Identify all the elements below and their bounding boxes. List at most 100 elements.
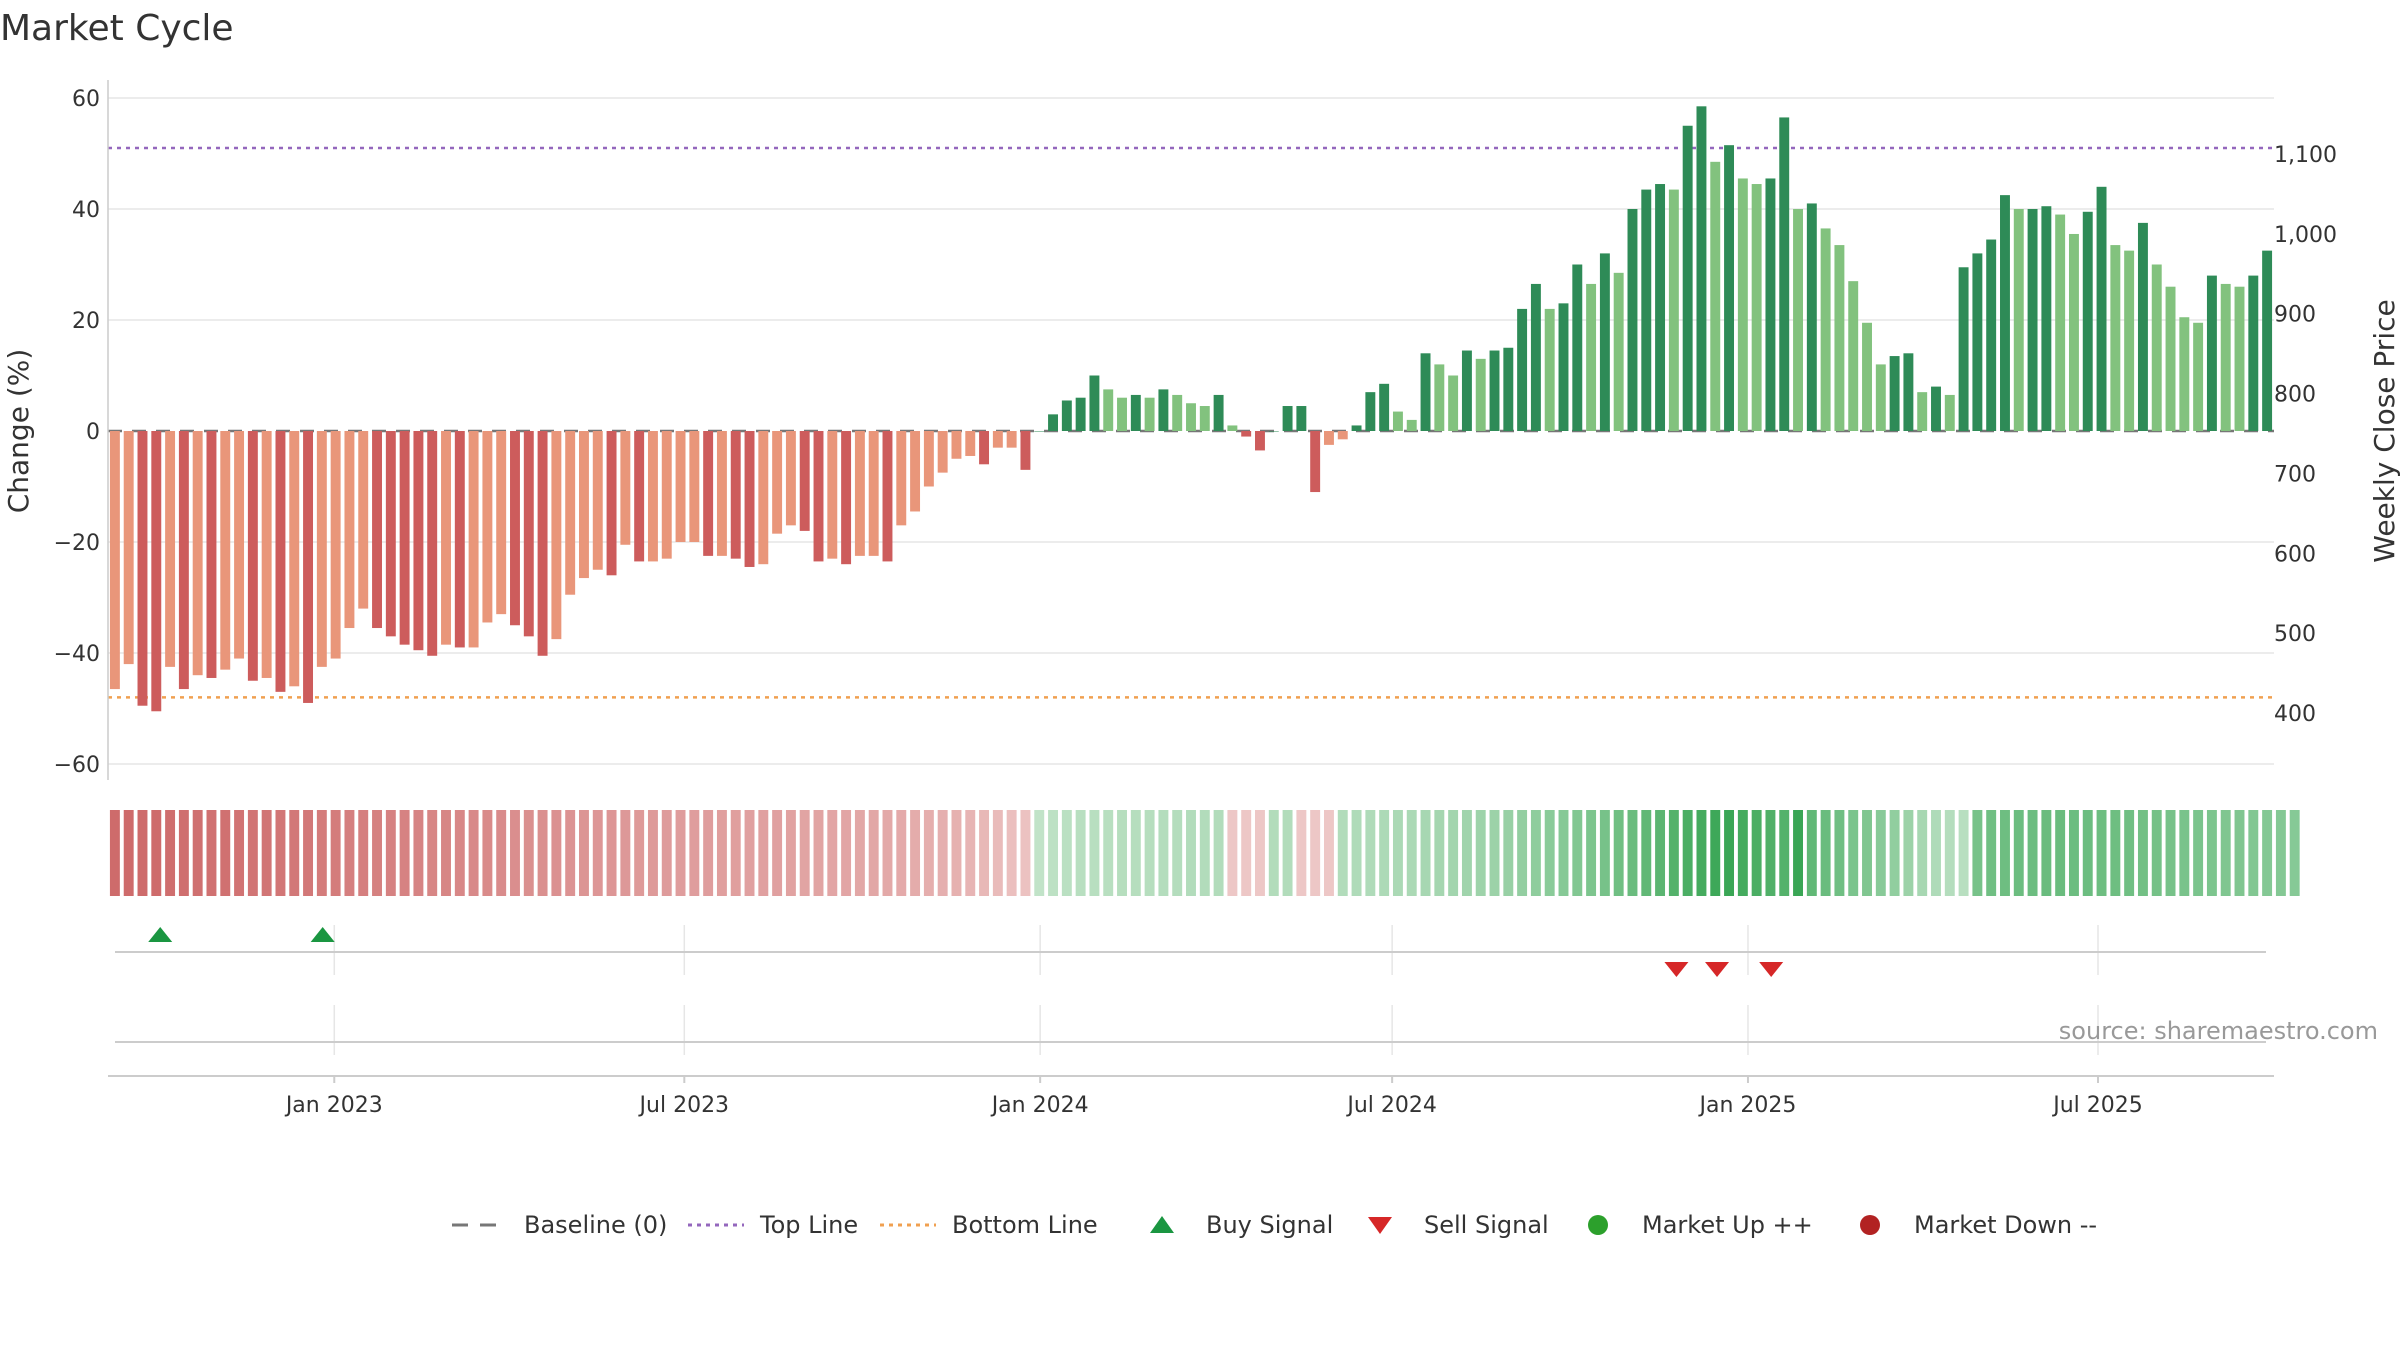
sentiment-cell — [1503, 810, 1514, 896]
change-bar — [551, 431, 562, 640]
sentiment-cell — [2082, 810, 2093, 896]
y2-tick-label: 800 — [2274, 383, 2316, 408]
change-bar — [1931, 386, 1941, 431]
sentiment-cell — [2041, 810, 2052, 896]
sentiment-cell — [634, 810, 645, 896]
change-bar — [1627, 209, 1638, 431]
legend-label: Sell Signal — [1424, 1211, 1549, 1239]
change-bar — [1489, 350, 1500, 431]
sentiment-cell — [744, 810, 755, 896]
sentiment-cell — [1682, 810, 1693, 896]
sentiment-cell — [178, 810, 189, 896]
change-bar — [289, 431, 300, 687]
sentiment-cell — [441, 810, 451, 896]
sentiment-cell — [427, 810, 438, 896]
sentiment-cell — [1779, 810, 1790, 896]
sentiment-cell — [1475, 810, 1486, 896]
sentiment-cell — [2055, 810, 2066, 896]
sentiment-cell — [1613, 810, 1624, 896]
sentiment-cell — [1517, 810, 1528, 896]
change-bar — [468, 431, 479, 648]
change-bar — [2041, 206, 2052, 431]
sentiment-cell — [1324, 810, 1334, 896]
y2-tick-label: 600 — [2274, 542, 2316, 567]
change-bar — [979, 431, 990, 465]
sentiment-cell — [1048, 810, 1058, 896]
change-bar — [1351, 425, 1362, 431]
change-bar — [1034, 431, 1045, 432]
sentiment-cell — [123, 810, 134, 896]
change-bar — [1572, 264, 1583, 431]
sentiment-cell — [1724, 810, 1735, 896]
sentiment-cell — [1793, 810, 1803, 896]
change-bar — [1434, 364, 1445, 431]
change-bar — [744, 431, 755, 567]
sentiment-cell — [1806, 810, 1817, 896]
sentiment-cell — [372, 810, 382, 896]
change-bar — [1282, 406, 1293, 431]
change-bar — [1793, 209, 1803, 431]
sentiment-cell — [1903, 810, 1914, 896]
sentiment-cell — [910, 810, 921, 896]
sentiment-cell — [1268, 810, 1279, 896]
sentiment-cell — [234, 810, 245, 896]
change-bar — [992, 431, 1003, 448]
change-bar — [1103, 389, 1114, 432]
change-bar — [1406, 419, 1417, 431]
sentiment-cell — [1310, 810, 1321, 896]
chart-title: Market Cycle — [0, 8, 234, 49]
sentiment-cell — [330, 810, 341, 896]
sentiment-cell — [1986, 810, 1997, 896]
change-bar — [2206, 275, 2217, 431]
legend-swatch — [1368, 1217, 1392, 1234]
change-bar — [2096, 186, 2107, 431]
change-bar — [592, 431, 603, 570]
change-bar — [1779, 117, 1790, 432]
legend-item: Top Line — [688, 1211, 858, 1239]
change-bar — [620, 431, 631, 545]
sentiment-cell — [703, 810, 714, 896]
sentiment-cell — [468, 810, 479, 896]
change-bar — [1848, 281, 1859, 431]
sentiment-cell — [1668, 810, 1679, 896]
change-bar — [2262, 250, 2273, 432]
sentiment-cell — [1641, 810, 1652, 896]
change-bar — [1917, 392, 1928, 431]
legend-label: Market Up ++ — [1642, 1211, 1813, 1239]
sentiment-cell — [2248, 810, 2259, 896]
x-tick-label: Jul 2024 — [1345, 1093, 1437, 1118]
legend-swatch — [1150, 1216, 1174, 1233]
change-bar — [2165, 286, 2176, 431]
change-bar — [827, 431, 838, 559]
sentiment-cell — [1655, 810, 1666, 896]
source-annotation: source: sharemaestro.com — [2059, 1017, 2378, 1045]
change-bar — [1144, 397, 1155, 431]
change-bar — [1061, 400, 1072, 431]
change-bar — [1862, 322, 1872, 431]
sentiment-cell — [1751, 810, 1762, 896]
change-bar — [882, 431, 893, 562]
change-bar — [2082, 211, 2093, 431]
left-y-tick-labels: −60 −40 −20 0 20 40 60 — [54, 87, 100, 778]
sentiment-cell — [620, 810, 631, 896]
sentiment-cell — [1848, 810, 1859, 896]
sentiment-cell — [316, 810, 327, 896]
sentiment-cell — [261, 810, 272, 896]
sentiment-cell — [192, 810, 203, 896]
legend-item: Bottom Line — [880, 1211, 1098, 1239]
change-bar — [1586, 283, 1597, 431]
change-bar — [841, 431, 852, 565]
change-bar — [772, 431, 783, 534]
sentiment-cell — [1765, 810, 1776, 896]
sentiment-cell — [1558, 810, 1569, 896]
change-bar — [1875, 364, 1886, 431]
change-bars — [109, 106, 2273, 712]
change-bar — [220, 431, 231, 670]
sentiment-cell — [2193, 810, 2204, 896]
change-bar — [606, 431, 617, 576]
change-bar — [1765, 178, 1776, 431]
sentiment-cell — [275, 810, 286, 896]
sentiment-cell — [1944, 810, 1955, 896]
sentiment-cell — [1889, 810, 1900, 896]
change-bar — [785, 431, 796, 526]
